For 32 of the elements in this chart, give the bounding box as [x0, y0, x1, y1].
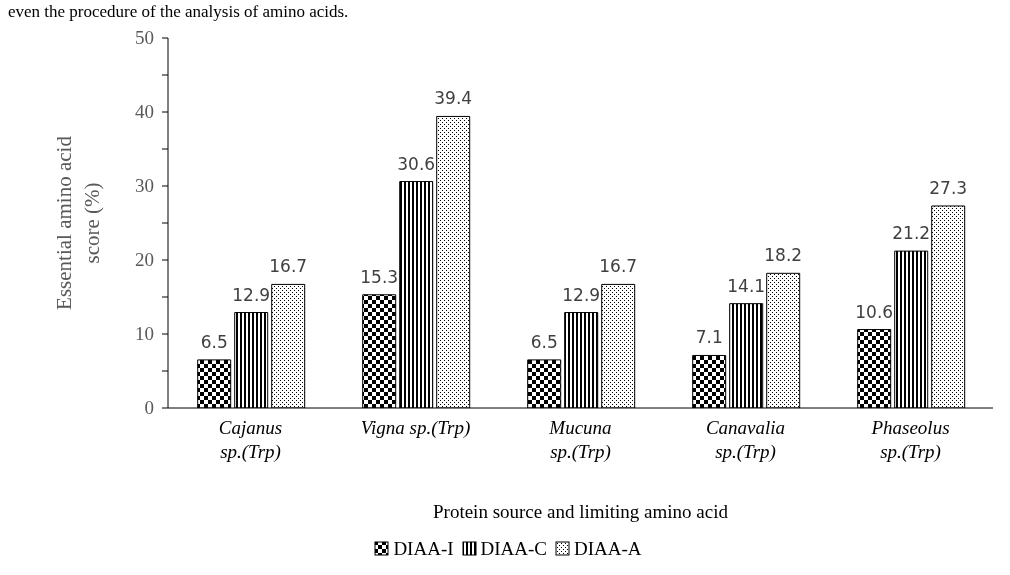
- data-label: 27.3: [929, 177, 968, 198]
- data-label: 14.1: [727, 275, 766, 296]
- y-tick-label: 10: [135, 323, 154, 344]
- legend-label: DIAA-I: [392, 538, 454, 560]
- x-tick-label: Canavalia sp.(Trp): [705, 417, 786, 463]
- data-label: 18.2: [764, 245, 803, 266]
- y-tick-label: 40: [135, 101, 154, 122]
- x-tick-label: Phaseolus sp.(Trp): [870, 417, 950, 463]
- x-axis-title: Protein source and limiting amino acid: [433, 501, 729, 522]
- data-label: 39.4: [434, 88, 473, 109]
- data-label: 30.6: [397, 153, 436, 174]
- y-axis-title: Essential amino acid score (%): [52, 135, 104, 310]
- text: even the procedure of the analysis of amino acids.: [8, 2, 349, 22]
- data-label: 16.7: [269, 256, 308, 277]
- data-label: 12.9: [232, 284, 271, 305]
- data-label: 7.1: [695, 327, 723, 348]
- data-label: 6.5: [530, 331, 558, 352]
- data-label: 15.3: [360, 266, 399, 287]
- x-tick-label: Vigna sp.(Trp): [360, 417, 471, 439]
- data-label: 12.9: [562, 284, 601, 305]
- x-tick-label: Mucuna sp.(Trp): [548, 417, 612, 463]
- y-tick-label: 30: [135, 175, 154, 196]
- data-label: 16.7: [599, 256, 638, 277]
- legend-label: DIAA-A: [573, 538, 642, 560]
- y-tick-label: 0: [144, 397, 154, 418]
- data-label: 6.5: [200, 331, 228, 352]
- y-tick-label: 50: [135, 27, 154, 48]
- legend-label: DIAA-C: [479, 538, 548, 560]
- y-tick-label: 20: [135, 249, 154, 270]
- data-label: 10.6: [855, 301, 894, 322]
- data-label: 21.2: [892, 223, 931, 244]
- x-tick-label: Cajanus sp.(Trp): [218, 417, 283, 463]
